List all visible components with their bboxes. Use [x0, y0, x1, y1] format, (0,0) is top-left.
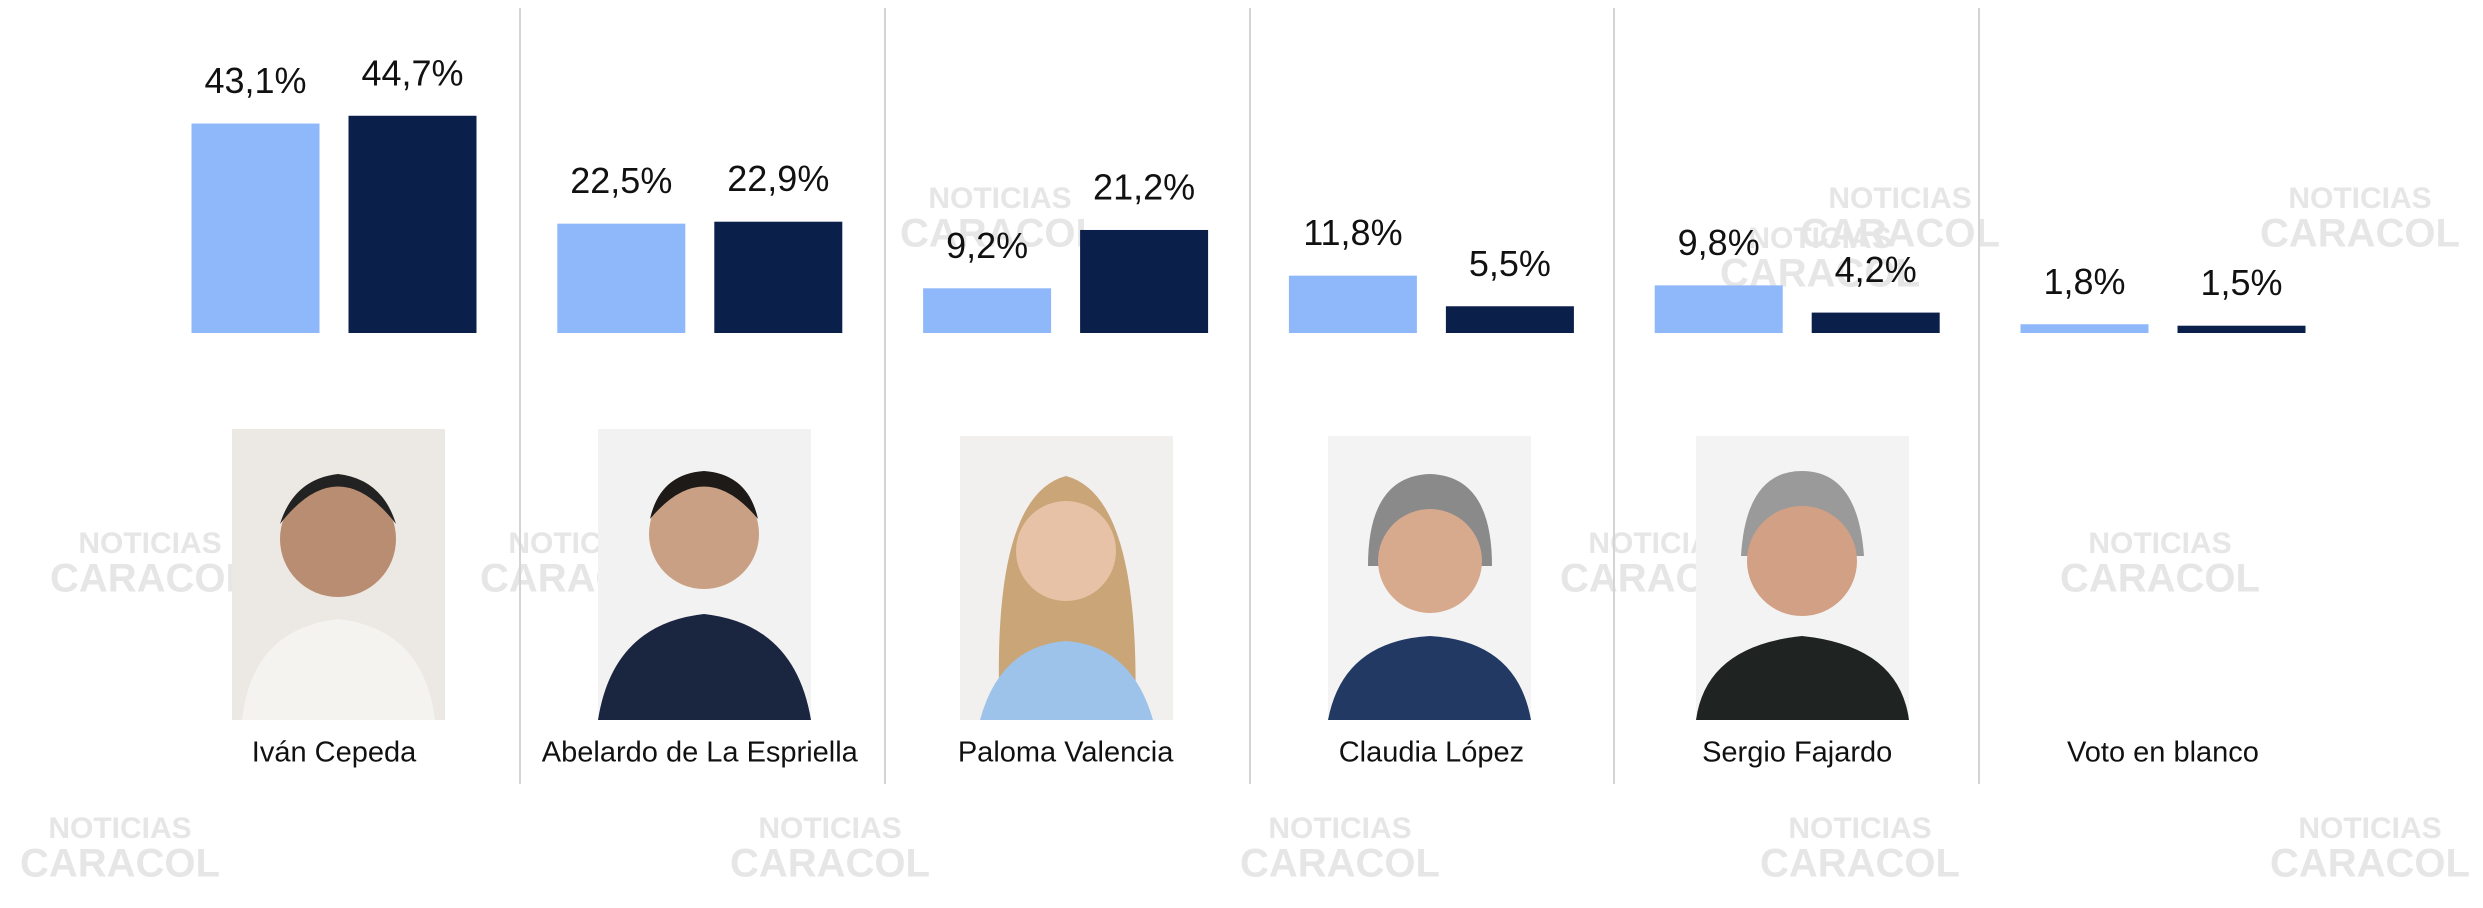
watermark-text: CARACOL	[20, 842, 220, 886]
bar	[1811, 312, 1940, 333]
category-label: Iván Cepeda	[252, 737, 417, 769]
value-label: 22,9%	[727, 158, 829, 199]
watermark-text: NOTICIAS	[1268, 812, 1411, 845]
watermark-text: CARACOL	[1240, 842, 1440, 886]
value-label: 21,2%	[1093, 166, 1195, 207]
watermark-text: CARACOL	[2270, 842, 2470, 886]
watermark-text: CARACOL	[730, 842, 930, 886]
watermark-text: CARACOL	[1760, 842, 1960, 886]
watermark-text: NOTICIAS	[2288, 182, 2431, 215]
watermark-text: NOTICIAS	[48, 812, 191, 845]
watermark-text: CARACOL	[2060, 557, 2260, 601]
watermark-text: CARACOL	[50, 557, 250, 601]
bar	[1080, 229, 1209, 333]
bar	[348, 115, 477, 334]
watermarks: NOTICIASCARACOLNOTICIASCARACOLNOTICIASCA…	[20, 182, 2470, 886]
category-label: Sergio Fajardo	[1702, 737, 1892, 769]
watermark-text: NOTICIAS	[1748, 222, 1891, 255]
bars: Iván Cepeda 43,1% 44,7% Abelardo de La Espr…	[191, 52, 2306, 769]
value-label: 44,7%	[361, 52, 463, 93]
bar	[1654, 285, 1783, 333]
photo	[1696, 436, 1909, 720]
value-label: 11,8%	[1303, 212, 1402, 253]
bar	[2177, 325, 2306, 333]
value-label: 9,8%	[1678, 222, 1760, 263]
photos	[232, 429, 1909, 720]
value-label: 5,5%	[1469, 243, 1551, 284]
value-label: 1,8%	[2043, 261, 2125, 302]
photo	[1328, 436, 1531, 720]
watermark-text: CARACOL	[1800, 212, 2000, 256]
watermark-text: NOTICIAS	[1788, 812, 1931, 845]
watermark-text: NOTICIAS	[2298, 812, 2441, 845]
value-label: 43,1%	[204, 60, 306, 101]
value-label: 4,2%	[1835, 249, 1917, 290]
watermark-text: CARACOL	[2260, 212, 2460, 256]
value-label: 1,5%	[2200, 262, 2282, 303]
value-label: 22,5%	[570, 160, 672, 201]
value-label: 9,2%	[946, 225, 1028, 266]
category-label: Paloma Valencia	[958, 737, 1174, 769]
bar	[191, 123, 320, 333]
bar	[557, 223, 686, 333]
watermark-text: NOTICIAS	[758, 812, 901, 845]
bar	[2020, 324, 2149, 333]
bar	[714, 221, 843, 333]
photo	[960, 436, 1173, 720]
category-label: Claudia López	[1339, 737, 1524, 769]
watermark-text: CARACOL	[900, 212, 1100, 256]
category-label: Abelardo de La Espriella	[542, 737, 859, 769]
photo	[598, 429, 811, 720]
category-label: Voto en blanco	[2067, 737, 2259, 769]
dividers	[519, 8, 1980, 784]
photo	[232, 429, 445, 720]
watermark-text: NOTICIAS	[78, 527, 221, 560]
bar	[1288, 275, 1417, 333]
watermark-text: NOTICIAS	[2088, 527, 2231, 560]
watermark-text: NOTICIAS	[1828, 182, 1971, 215]
watermark-text: NOTICIAS	[928, 182, 1071, 215]
bar	[923, 288, 1052, 333]
bar	[1445, 306, 1574, 333]
